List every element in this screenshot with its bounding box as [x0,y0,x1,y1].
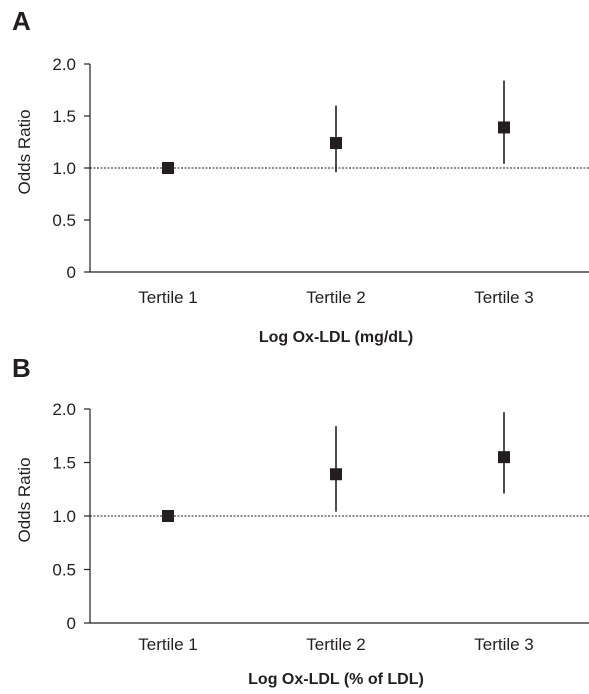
y-tick-label-b: 1.5 [52,454,76,473]
y-tick-label-a: 1.5 [52,107,76,126]
data-point-b [330,468,342,481]
x-tick-label-b: Tertile 2 [306,635,366,654]
panel-a: A Odds Ratio Log Ox-LDL (mg/dL) 0 0.5 1.0 1… [12,6,589,346]
y-tick-label-a: 1.0 [52,159,76,178]
panel-letter-b: B [12,353,31,383]
x-tick-label-a: Tertile 2 [306,288,366,307]
y-tick-label-a: 0.5 [52,211,76,230]
x-tick-label-a: Tertile 3 [474,288,534,307]
y-tick-label-b: 1.0 [52,507,76,526]
data-point-a [330,137,342,150]
y-tick-label-a: 2.0 [52,55,76,74]
y-tick-label-b: 0.5 [52,561,76,580]
data-point-b [498,451,510,464]
x-tick-label-a: Tertile 1 [138,288,198,307]
x-axis-label-a: Log Ox-LDL (mg/dL) [259,329,413,346]
y-axis-label-a: Odds Ratio [15,109,34,194]
y-tick-label-b: 2.0 [52,400,76,419]
x-tick-label-b: Tertile 1 [138,635,198,654]
x-axis-label-b: Log Ox-LDL (% of LDL) [248,671,424,688]
x-tick-label-b: Tertile 3 [474,635,534,654]
panel-letter-a: A [12,6,31,36]
data-point-a [162,162,174,174]
y-tick-label-a: 0 [67,263,76,282]
y-axis-label-b: Odds Ratio [15,457,34,542]
panel-b: B Odds Ratio Log Ox-LDL (% of LDL) 0 0.5 1… [12,353,589,688]
y-tick-label-b: 0 [67,614,76,633]
data-point-b [162,510,174,522]
data-point-a [498,121,510,134]
